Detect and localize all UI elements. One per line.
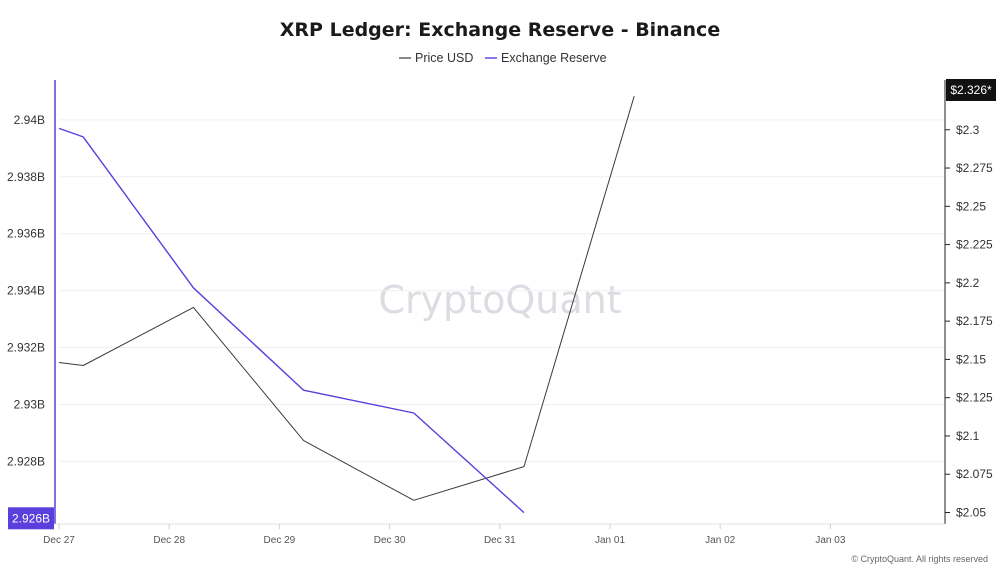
series-line-price-usd[interactable] <box>58 95 635 501</box>
x-tick-label: Dec 29 <box>264 535 296 546</box>
left-current-value: 2.926B <box>12 511 50 525</box>
x-tick-label: Jan 01 <box>595 535 625 546</box>
left-current-badge-bg <box>8 507 54 530</box>
right-current-value: $2.326* <box>950 83 992 97</box>
right-tick-label: $2.2 <box>956 276 980 290</box>
right-tick-label: $2.225 <box>956 238 993 252</box>
chart-title: XRP Ledger: Exchange Reserve - Binance <box>280 19 720 41</box>
left-tick-label: 2.932B <box>7 341 45 355</box>
legend-entry-price[interactable]: Price USD <box>415 51 473 65</box>
x-tick-label: Dec 27 <box>43 535 75 546</box>
right-tick-label: $2.1 <box>956 429 980 443</box>
right-axis-ticks: $2.3 $2.275 $2.25 $2.225 $2.2 $2.175 $2.15 $2.1… <box>945 123 993 520</box>
legend-entry-reserve[interactable]: Exchange Reserve <box>501 51 607 65</box>
left-tick-label: 2.94B <box>14 113 45 127</box>
x-tick-label: Dec 31 <box>484 535 516 546</box>
series-lines <box>58 95 635 514</box>
left-current-badge: 2.926B <box>8 507 54 530</box>
x-tick-label: Jan 03 <box>815 535 845 546</box>
right-tick-label: $2.175 <box>956 314 993 328</box>
left-tick-label: 2.938B <box>7 170 45 184</box>
legend: Price USD Exchange Reserve <box>399 51 607 65</box>
right-current-badge: $2.326* <box>946 79 996 101</box>
left-tick-label: 2.936B <box>7 227 45 241</box>
right-tick-label: $2.125 <box>956 391 993 405</box>
x-tick-label: Jan 02 <box>705 535 735 546</box>
right-tick-label: $2.275 <box>956 161 993 175</box>
copyright-footer: © CryptoQuant. All rights reserved <box>851 554 988 564</box>
left-axis-ticks: 2.94B 2.938B 2.936B 2.934B 2.932B 2.93B 2.928B <box>7 113 45 469</box>
right-tick-label: $2.05 <box>956 506 986 520</box>
left-tick-label: 2.928B <box>7 454 45 468</box>
x-tick-label: Dec 30 <box>374 535 406 546</box>
watermark: CryptoQuant <box>378 278 621 322</box>
left-tick-label: 2.93B <box>14 397 45 411</box>
series-line-exchange-reserve[interactable] <box>58 127 525 514</box>
grid-lines <box>59 119 945 462</box>
right-tick-label: $2.25 <box>956 199 986 213</box>
right-current-badge-bg <box>946 79 996 101</box>
x-tick-label: Dec 28 <box>153 535 185 546</box>
left-tick-label: 2.934B <box>7 284 45 298</box>
right-tick-label: $2.075 <box>956 467 993 481</box>
right-tick-label: $2.15 <box>956 352 986 366</box>
x-axis-ticks: Dec 27 Dec 28 Dec 29 Dec 30 Dec 31 Jan 01 Jan … <box>43 524 846 546</box>
right-tick-label: $2.3 <box>956 123 980 137</box>
